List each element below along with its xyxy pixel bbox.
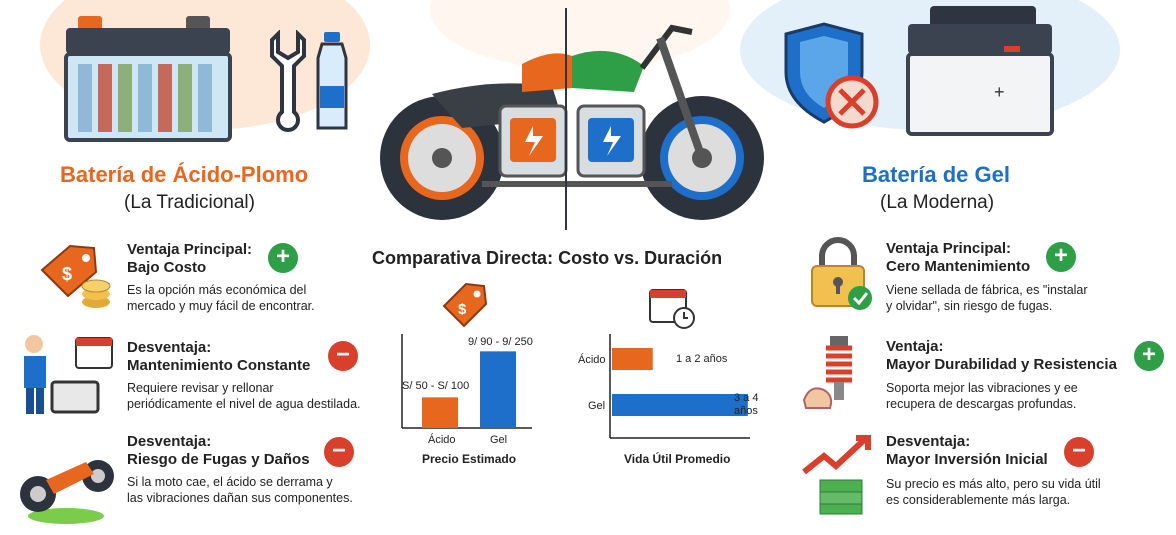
padlock-check-icon bbox=[811, 237, 872, 310]
price-chart-cat-1: Gel bbox=[490, 434, 508, 446]
left-item-2-head2: Mantenimiento Constante bbox=[127, 357, 311, 374]
spring-strength-icon bbox=[802, 336, 852, 409]
svg-text:+: + bbox=[994, 82, 1005, 102]
price-chart bbox=[401, 334, 532, 429]
left-item-3-head1: Desventaja: bbox=[127, 433, 212, 450]
right-item-3-head2: Mayor Inversión Inicial bbox=[886, 451, 1048, 468]
left-item-1-plus-icon: + bbox=[268, 243, 298, 273]
left-title: Batería de Ácido-Plomo bbox=[60, 162, 309, 187]
left-item-1-head1: Ventaja Principal: bbox=[127, 241, 253, 258]
water-bottle-icon bbox=[316, 32, 348, 130]
right-item-1-desc1: Viene sellada de fábrica, es "instalar bbox=[886, 283, 1088, 297]
calendar-clock-icon bbox=[649, 289, 695, 329]
right-item-1-plus-icon: + bbox=[1046, 242, 1076, 272]
right-item-3-desc1: Su precio es más alto, pero su vida útil bbox=[886, 477, 1101, 491]
right-item-3-head1: Desventaja: bbox=[886, 433, 971, 450]
left-item-2-desc2: periódicamente el nivel de agua destilad… bbox=[127, 397, 361, 411]
right-item-2-plus-icon: + bbox=[1134, 341, 1164, 371]
left-item-3-desc2: las vibraciones dañan sus componentes. bbox=[127, 491, 353, 505]
right-item-1-desc2: y olvidar", sin riesgo de fugas. bbox=[886, 299, 1053, 313]
shield-no-leak-icon bbox=[784, 22, 879, 129]
svg-text:$: $ bbox=[458, 301, 467, 318]
lifespan-chart bbox=[609, 334, 750, 439]
price-chart-label-0: S/ 50 - S/ 100 bbox=[402, 380, 470, 392]
left-subtitle: (La Tradicional) bbox=[124, 192, 255, 213]
lifespan-bar-1 bbox=[612, 394, 748, 416]
right-item-2-head1: Ventaja: bbox=[886, 338, 944, 355]
right-item-2-head2: Mayor Durabilidad y Resistencia bbox=[886, 356, 1117, 373]
motorcycle-illustration bbox=[380, 8, 764, 230]
wrench-icon bbox=[270, 30, 306, 132]
left-item-3-desc1: Si la moto cae, el ácido se derrama y bbox=[127, 475, 333, 489]
lifespan-bar-0 bbox=[612, 348, 653, 370]
right-item-2-desc2: recupera de descargas profundas. bbox=[886, 397, 1077, 411]
lifespan-chart-cat-1: Gel bbox=[588, 400, 606, 412]
lifespan-chart-cat-0: Ácido bbox=[578, 354, 606, 366]
left-item-1-desc1: Es la opción más económica del bbox=[127, 283, 307, 297]
left-item-1-desc2: mercado y muy fácil de encontrar. bbox=[127, 299, 315, 313]
left-item-2-minus-icon: − bbox=[328, 341, 358, 371]
right-item-3-desc2: es considerablemente más larga. bbox=[886, 493, 1071, 507]
price-bar-0 bbox=[422, 397, 458, 428]
comparison-title: Comparativa Directa: Costo vs. Duración bbox=[372, 248, 723, 268]
right-item-2-desc1: Soporta mejor las vibraciones y ee bbox=[886, 381, 1078, 395]
right-subtitle: (La Moderna) bbox=[880, 192, 995, 213]
right-item-3-minus-icon: − bbox=[1064, 437, 1094, 467]
fallen-motorcycle-leak-icon bbox=[20, 460, 114, 524]
price-bar-1 bbox=[480, 351, 516, 428]
left-item-2-head1: Desventaja: bbox=[127, 339, 212, 356]
lifespan-chart-title: Vida Útil Promedio bbox=[624, 452, 731, 466]
price-chart-label-1: 9/ 90 - 9/ 250 bbox=[468, 336, 533, 348]
price-chart-title: Precio Estimado bbox=[422, 452, 517, 466]
right-item-1-head2: Cero Mantenimiento bbox=[886, 258, 1031, 275]
lifespan-chart-label-1: 3 a 4 años bbox=[734, 392, 759, 417]
lifespan-chart-label-0: 1 a 2 años bbox=[676, 353, 728, 365]
right-item-1-head1: Ventaja Principal: bbox=[886, 240, 1012, 257]
money-growth-icon bbox=[802, 435, 871, 515]
price-tag-coins-icon: $ bbox=[40, 244, 111, 308]
left-item-2-desc1: Requiere revisar y rellonar bbox=[127, 381, 274, 395]
mechanic-refilling-icon bbox=[24, 335, 113, 414]
left-item-3-minus-icon: − bbox=[324, 437, 354, 467]
right-title: Batería de Gel bbox=[862, 162, 1010, 187]
price-chart-cat-0: Ácido bbox=[428, 434, 456, 446]
price-tag-icon: $ bbox=[442, 282, 488, 328]
left-item-1-head2: Bajo Costo bbox=[127, 259, 207, 276]
acid-battery-icon bbox=[64, 16, 232, 142]
left-item-3-head2: Riesgo de Fugas y Daños bbox=[127, 451, 310, 468]
svg-text:$: $ bbox=[62, 264, 72, 284]
gel-battery-icon: + bbox=[906, 6, 1054, 136]
